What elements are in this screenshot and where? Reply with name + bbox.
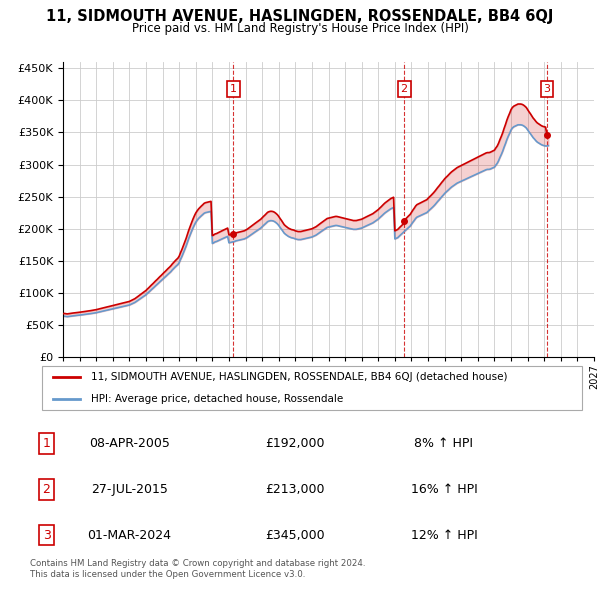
FancyBboxPatch shape: [42, 366, 582, 410]
Text: 11, SIDMOUTH AVENUE, HASLINGDEN, ROSSENDALE, BB4 6QJ: 11, SIDMOUTH AVENUE, HASLINGDEN, ROSSEND…: [46, 9, 554, 24]
Text: £345,000: £345,000: [265, 529, 325, 542]
Text: HPI: Average price, detached house, Rossendale: HPI: Average price, detached house, Ross…: [91, 394, 343, 404]
Text: Contains HM Land Registry data © Crown copyright and database right 2024.: Contains HM Land Registry data © Crown c…: [30, 559, 365, 568]
Text: 16% ↑ HPI: 16% ↑ HPI: [410, 483, 478, 496]
Text: 2: 2: [43, 483, 50, 496]
Text: 3: 3: [544, 84, 550, 94]
Text: 1: 1: [43, 437, 50, 450]
Text: 8% ↑ HPI: 8% ↑ HPI: [415, 437, 473, 450]
Text: 3: 3: [43, 529, 50, 542]
Text: 12% ↑ HPI: 12% ↑ HPI: [410, 529, 478, 542]
Text: £213,000: £213,000: [265, 483, 325, 496]
Text: 08-APR-2005: 08-APR-2005: [89, 437, 170, 450]
Text: 27-JUL-2015: 27-JUL-2015: [91, 483, 168, 496]
Text: £192,000: £192,000: [265, 437, 325, 450]
Text: This data is licensed under the Open Government Licence v3.0.: This data is licensed under the Open Gov…: [30, 570, 305, 579]
Text: 2: 2: [401, 84, 408, 94]
Text: Price paid vs. HM Land Registry's House Price Index (HPI): Price paid vs. HM Land Registry's House …: [131, 22, 469, 35]
Text: 1: 1: [230, 84, 237, 94]
Text: 11, SIDMOUTH AVENUE, HASLINGDEN, ROSSENDALE, BB4 6QJ (detached house): 11, SIDMOUTH AVENUE, HASLINGDEN, ROSSEND…: [91, 372, 507, 382]
Text: 01-MAR-2024: 01-MAR-2024: [88, 529, 172, 542]
